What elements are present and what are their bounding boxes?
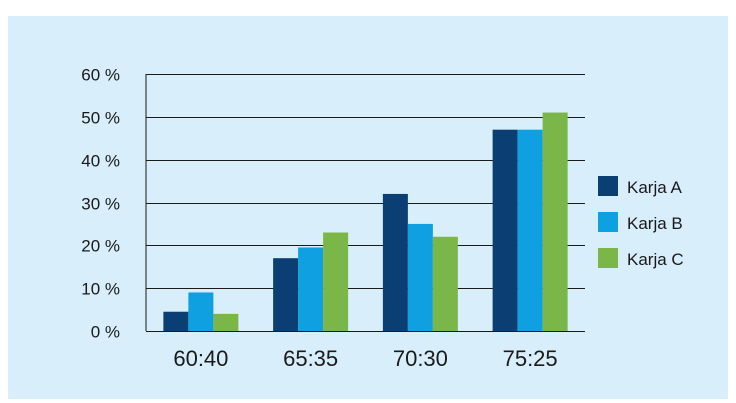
legend-swatch (598, 176, 618, 196)
bar (213, 313, 239, 331)
legend-label: Karja B (627, 214, 683, 233)
bars (163, 112, 568, 331)
chart-panel: 0 % 10 % 20 % 30 % 40 % 50 % 60 % 60:40 65:35 70… (8, 16, 728, 399)
x-tick-label: 70:30 (393, 346, 448, 371)
x-tick-label: 65:35 (283, 346, 338, 371)
legend: Karja A Karja B Karja C (598, 176, 684, 269)
legend-swatch (598, 248, 618, 268)
legend-swatch (598, 212, 618, 232)
bar (517, 129, 543, 331)
y-tick-label: 50 % (81, 109, 120, 128)
bar (273, 258, 299, 331)
y-tick-label: 10 % (81, 280, 120, 299)
y-tick-label: 30 % (81, 195, 120, 214)
bar (432, 236, 458, 331)
bar (382, 193, 408, 331)
bar (298, 247, 324, 331)
bar-chart: 0 % 10 % 20 % 30 % 40 % 50 % 60 % 60:40 65:35 70… (81, 66, 684, 372)
bar (323, 232, 349, 331)
y-tick-label: 0 % (91, 323, 120, 342)
bar (163, 311, 189, 331)
bar (492, 129, 518, 331)
y-tick-label: 20 % (81, 237, 120, 256)
y-tick-label: 60 % (81, 66, 120, 85)
x-tick-label: 60:40 (173, 346, 228, 371)
y-axis-tick-labels: 0 % 10 % 20 % 30 % 40 % 50 % 60 % (81, 66, 120, 342)
x-axis-tick-labels: 60:40 65:35 70:30 75:25 (173, 346, 557, 371)
legend-label: Karja A (627, 178, 682, 197)
bar (188, 292, 214, 331)
x-tick-label: 75:25 (503, 346, 558, 371)
y-tick-label: 40 % (81, 152, 120, 171)
gridlines (145, 74, 585, 332)
bar (542, 112, 568, 331)
legend-label: Karja C (627, 250, 684, 269)
bar (407, 223, 433, 331)
